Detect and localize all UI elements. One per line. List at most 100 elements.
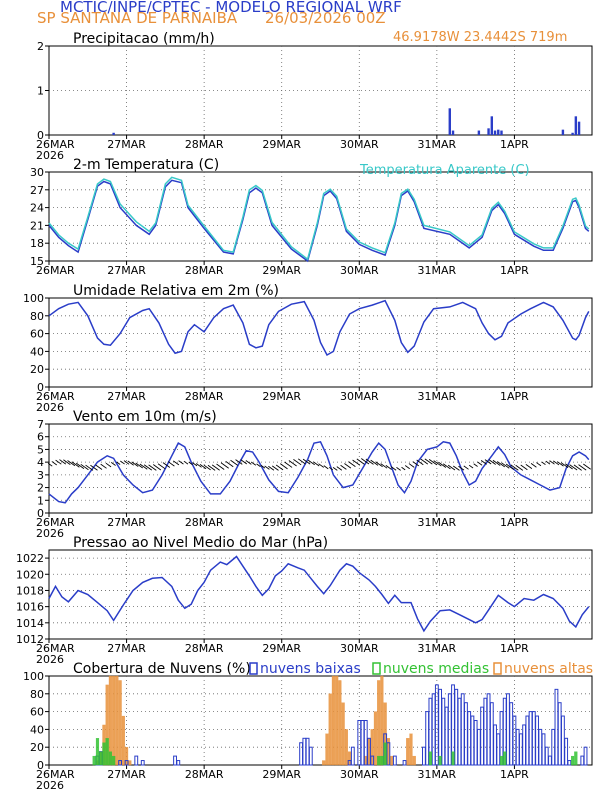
x-tick-label: 26MAR (36, 138, 75, 151)
cloud-bar (341, 702, 345, 766)
x-tick-label: 1APR (500, 642, 529, 655)
wind-arrow (216, 463, 225, 470)
wind-arrow (408, 463, 415, 468)
cloud-bar (383, 742, 387, 766)
wind-arrow (530, 463, 537, 468)
y-tick-label: 40 (30, 345, 44, 358)
cloud-bar (338, 680, 342, 766)
wind-arrow (275, 464, 284, 471)
wind-arrow (510, 464, 519, 471)
wind-arrow (256, 463, 261, 467)
wind-arrow (162, 462, 171, 468)
wind-arrow (183, 460, 189, 465)
cloud-bar (438, 755, 442, 766)
wind-arrow (188, 461, 193, 466)
cloud-bar (386, 742, 391, 766)
wind-arrow (477, 461, 483, 466)
cloud-bar (322, 760, 326, 766)
cloud-bar (544, 746, 549, 766)
chart-title: MCTIC/INPE/CPTEC - MODELO REGIONAL WRF (60, 0, 402, 16)
cloud-bar (557, 702, 562, 766)
cloud-bar (518, 733, 523, 766)
cloud-bar (535, 715, 539, 766)
x-tick-label: 30MAR (340, 138, 379, 151)
wind-arrow (264, 465, 270, 470)
cloud-bar (583, 746, 588, 766)
x-tick-label: 29MAR (262, 138, 301, 151)
cloud-bar (392, 755, 397, 766)
x-tick-label: 26MAR (36, 390, 75, 403)
wind-arrow (348, 461, 356, 468)
wind-arrow (356, 458, 365, 465)
x-tick-label: 26MAR (36, 264, 75, 277)
wind-arrow (95, 464, 103, 470)
x-tick-label: 26MAR (36, 768, 75, 781)
panel-title: Pressao ao Nivel Medio do Mar (hPa) (73, 535, 328, 551)
x-tick-label: 27MAR (107, 264, 146, 277)
wind-arrow (480, 460, 487, 465)
wind-arrow (578, 464, 587, 471)
cloud-bar (367, 737, 371, 766)
y-tick-label: 7 (37, 418, 44, 431)
x-tick-year: 2026 (36, 527, 64, 540)
cloud-bar (390, 755, 394, 766)
panel-frame-temperature (48, 171, 593, 262)
cloud-bar (370, 755, 375, 766)
wind-arrow (565, 463, 573, 470)
x-tick-year: 2026 (36, 149, 64, 162)
x-tick-label: 1APR (500, 768, 529, 781)
cloud-bar (528, 711, 533, 766)
legend-label: nuvens baixas (260, 661, 361, 677)
precip-bar (448, 108, 451, 135)
wind-arrow (240, 459, 248, 465)
wind-arrow (420, 458, 429, 465)
y-tick-label: 1 (37, 494, 44, 507)
legend-label: nuvens altas (504, 661, 593, 677)
y-tick-label: 1014 (16, 617, 44, 630)
precip-bar (477, 130, 481, 135)
cloud-bar (467, 711, 472, 766)
wind-arrow (473, 463, 478, 467)
wind-arrow (220, 462, 229, 469)
cloud-bar (574, 751, 578, 766)
wind-arrow (344, 463, 352, 469)
cloud-bar (360, 720, 365, 766)
x-tick-label: 28MAR (185, 516, 224, 529)
cloud-bar (571, 755, 575, 766)
cloud-bar (496, 733, 501, 766)
x-tick-label: 29MAR (262, 264, 301, 277)
wind-arrow (131, 461, 139, 467)
cloud-bar (331, 675, 335, 766)
wind-arrow (433, 460, 442, 467)
wind-arrow (55, 459, 62, 465)
y-tick-label: 60 (30, 706, 44, 719)
cloud-bar (299, 742, 304, 766)
y-tick-label: 2 (37, 40, 44, 53)
cloud-bar (325, 733, 329, 766)
wind-arrow (352, 459, 361, 466)
wind-arrow (116, 461, 121, 465)
wind-arrow (127, 460, 134, 466)
cloud-bar (102, 742, 106, 766)
panel-title: Umidade Relativa em 2m (%) (73, 283, 279, 299)
wind-arrow (328, 466, 334, 471)
wind-arrow (536, 462, 542, 467)
x-tick-label: 31MAR (418, 264, 457, 277)
wind-arrow (110, 462, 116, 466)
cloud-bar (564, 737, 569, 766)
wind-arrow (307, 459, 315, 466)
wind-arrow (178, 460, 184, 465)
x-tick-label: 29MAR (262, 768, 301, 781)
cloud-bar (302, 737, 307, 766)
x-tick-label: 31MAR (418, 390, 457, 403)
station-coordinates: 46.9178W 23.4442S 719m (393, 30, 568, 45)
wind-arrow (556, 461, 564, 467)
cloud-bar (560, 715, 565, 766)
wind-arrow (447, 464, 456, 471)
panel-title: Precipitacao (mm/h) (73, 31, 215, 47)
cloud-bar (108, 751, 112, 766)
panel-frame-pressure (48, 549, 593, 640)
cloud-bar (473, 720, 478, 766)
series-line (48, 176, 590, 261)
cloud-bar (176, 760, 181, 766)
